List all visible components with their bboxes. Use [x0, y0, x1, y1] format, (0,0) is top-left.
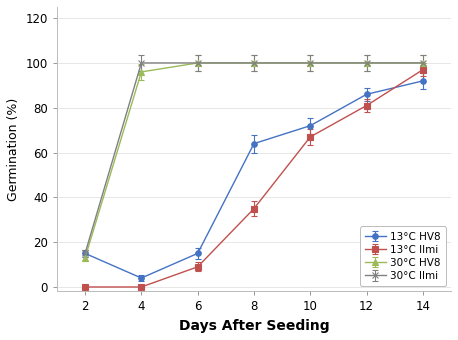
X-axis label: Days After Seeding: Days After Seeding	[179, 319, 329, 333]
Y-axis label: Germination (%): Germination (%)	[7, 98, 20, 201]
Legend: 13°C HV8, 13°C Ilmi, 30°C HV8, 30°C Ilmi: 13°C HV8, 13°C Ilmi, 30°C HV8, 30°C Ilmi	[360, 226, 446, 286]
